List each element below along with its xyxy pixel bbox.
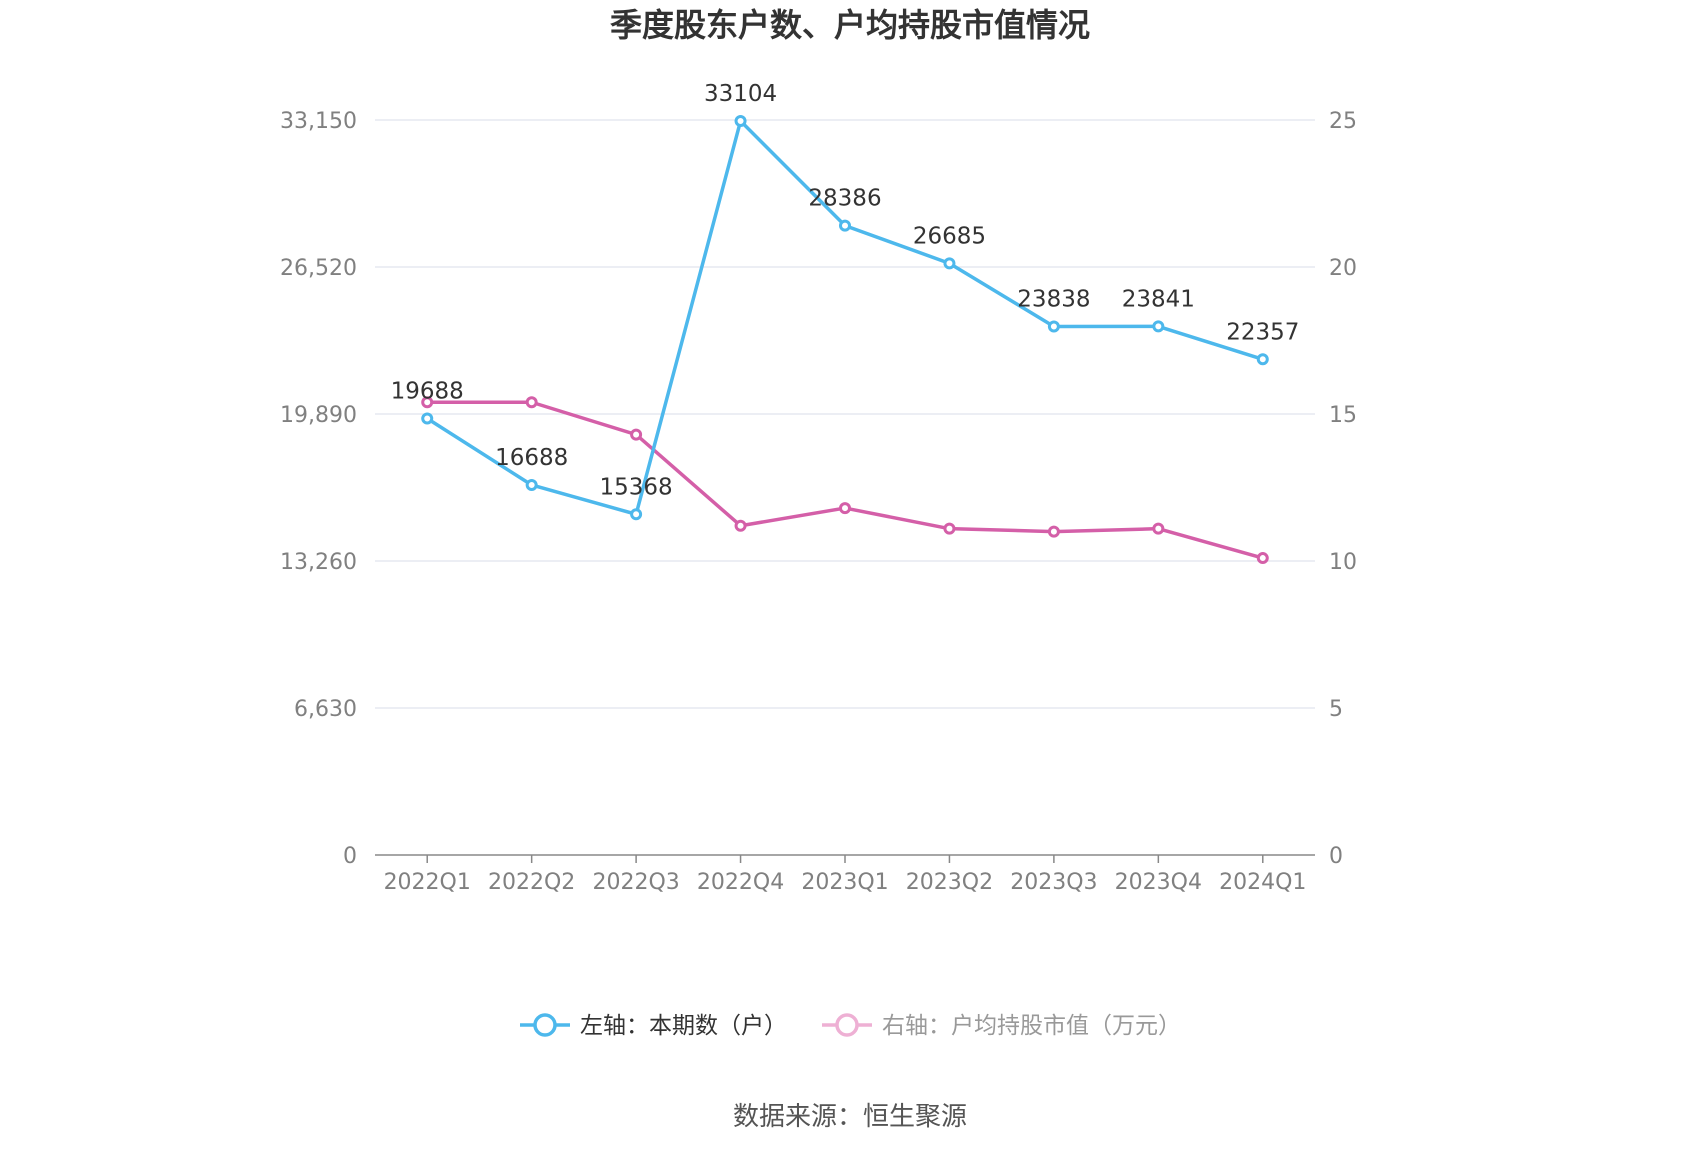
data-label: 16688 — [495, 445, 568, 471]
axis-layer: 0 0 6,630 5 13,260 10 19,890 15 26,520 20 33,150 25… — [280, 109, 1357, 895]
data-label: 26685 — [913, 223, 986, 249]
data-point-right[interactable] — [630, 428, 643, 441]
data-point-right[interactable] — [421, 396, 434, 409]
data-point-right[interactable] — [1047, 525, 1060, 538]
data-point-left[interactable] — [1256, 353, 1269, 366]
data-label: 15368 — [600, 474, 673, 500]
data-point-left[interactable] — [630, 508, 643, 521]
data-point-left[interactable] — [421, 412, 434, 425]
right-axis-tick-label: 15 — [1329, 403, 1357, 428]
data-point-right[interactable] — [839, 502, 851, 515]
data-label: 23841 — [1122, 286, 1195, 312]
legend-label: 左轴：本期数（户） — [580, 1013, 787, 1039]
data-point-left[interactable] — [734, 115, 747, 128]
left-axis-tick-label: 33,150 — [280, 109, 357, 134]
right-axis-tick-label: 5 — [1329, 697, 1343, 722]
series-line-right — [425, 400, 1265, 560]
data-point-left[interactable] — [1047, 320, 1060, 333]
data-point-left[interactable] — [525, 478, 538, 491]
legend-marker — [533, 1013, 557, 1037]
chart-title: 季度股东户数、户均持股市值情况 — [610, 6, 1090, 44]
left-axis-tick-label: 13,260 — [280, 550, 357, 575]
series-layer — [421, 115, 1269, 565]
right-axis-tick-label: 0 — [1329, 844, 1343, 869]
legend-item-1[interactable]: 右轴：户均持股市值（万元） — [822, 1013, 1181, 1039]
legend-label: 右轴：户均持股市值（万元） — [882, 1013, 1181, 1039]
data-point-right[interactable] — [943, 522, 956, 535]
legend-marker — [835, 1013, 859, 1037]
data-point-left[interactable] — [1152, 320, 1165, 333]
x-axis-tick-label: 2023Q3 — [1010, 870, 1097, 895]
data-point-right[interactable] — [525, 396, 538, 409]
grid-layer — [375, 119, 1315, 709]
x-axis-tick-label: 2022Q4 — [697, 870, 784, 895]
x-axis-tick-label: 2022Q2 — [488, 870, 575, 895]
data-point-left[interactable] — [943, 257, 956, 270]
left-axis-tick-label: 19,890 — [280, 403, 357, 428]
legend-item-0[interactable]: 左轴：本期数（户） — [520, 1013, 787, 1039]
data-point-right[interactable] — [1152, 522, 1165, 535]
left-axis-tick-label: 0 — [343, 844, 357, 869]
data-label: 22357 — [1226, 319, 1299, 345]
legend[interactable]: 左轴：本期数（户） 右轴：户均持股市值（万元） — [520, 1013, 1181, 1039]
data-point-right[interactable] — [734, 519, 747, 532]
data-label: 28386 — [808, 186, 881, 212]
x-axis-tick-label: 2024Q1 — [1219, 870, 1306, 895]
x-axis-tick-label: 2023Q2 — [906, 870, 993, 895]
source-note: 数据来源：恒生聚源 — [733, 1102, 967, 1132]
data-point-left[interactable] — [839, 219, 851, 232]
data-point-right[interactable] — [1256, 552, 1269, 565]
x-axis-tick-label: 2023Q4 — [1115, 870, 1202, 895]
x-axis-tick-label: 2022Q1 — [384, 870, 471, 895]
data-label: 23838 — [1017, 286, 1090, 312]
right-axis-tick-label: 10 — [1329, 550, 1357, 575]
label-layer: 19688 16688 15368 33104 28386 26685 23838 23841… — [391, 81, 1300, 500]
data-label: 19688 — [391, 378, 464, 404]
right-axis-tick-label: 25 — [1329, 109, 1357, 134]
x-axis-tick-label: 2023Q1 — [801, 870, 888, 895]
left-axis-tick-label: 6,630 — [294, 697, 357, 722]
right-axis-tick-label: 20 — [1329, 256, 1357, 281]
x-axis-tick-label: 2022Q3 — [592, 870, 679, 895]
data-label: 33104 — [704, 81, 777, 107]
left-axis-tick-label: 26,520 — [280, 256, 357, 281]
